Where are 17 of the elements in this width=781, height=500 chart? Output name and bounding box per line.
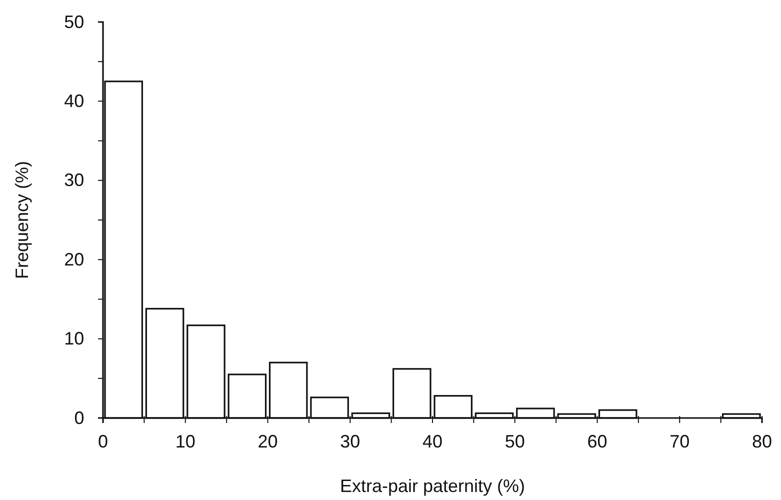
x-tick-label: 80 <box>752 432 772 452</box>
y-tick-label: 20 <box>64 249 84 270</box>
x-tick-label: 70 <box>670 432 690 452</box>
x-tick-label: 50 <box>504 432 525 452</box>
y-tick-label: 50 <box>64 12 84 32</box>
x-tick-label: 10 <box>175 432 196 452</box>
x-tick-label: 60 <box>587 432 608 452</box>
x-tick-label: 30 <box>340 432 360 452</box>
y-tick-label: 30 <box>64 170 84 190</box>
y-tick-label: 40 <box>64 90 84 111</box>
y-tick-label: 0 <box>74 408 84 428</box>
x-tick-label: 0 <box>98 432 108 452</box>
y-axis-title: Frequency (%) <box>12 160 32 280</box>
x-tick-label: 20 <box>258 432 278 452</box>
y-tick-label: 10 <box>64 328 84 349</box>
x-axis-title: Extra-pair paternity (%) <box>340 476 526 496</box>
x-tick-label: 40 <box>422 432 443 452</box>
